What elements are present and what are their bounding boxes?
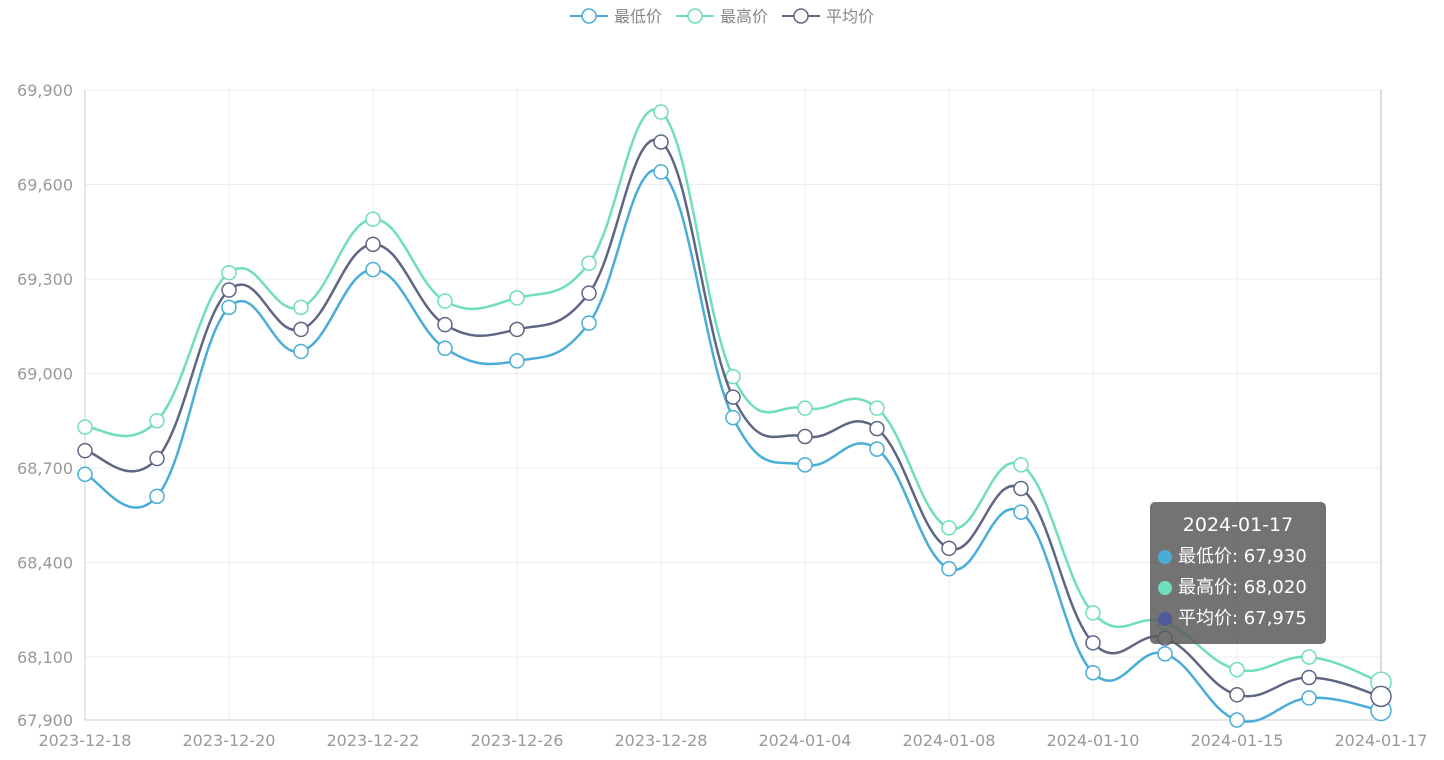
data-point-avg [1085, 635, 1101, 651]
x-tick-label: 2023-12-20 [183, 731, 276, 750]
data-point-max [221, 264, 237, 281]
data-point-max [509, 290, 525, 306]
y-tick-label: 69,000 [17, 365, 73, 384]
tooltip-text-avg: 平均价: 67,975 [1178, 608, 1307, 629]
y-tick-label: 69,900 [17, 81, 73, 100]
data-point-avg [869, 420, 885, 437]
data-point-max [1013, 457, 1029, 473]
data-point-avg [365, 236, 381, 253]
data-point-max [293, 299, 309, 316]
x-tick-label: 2024-01-04 [759, 731, 852, 750]
legend-min-symbol [569, 8, 608, 24]
legend-item-avg[interactable]: 平均价 [782, 3, 874, 27]
data-point-avg [1370, 685, 1392, 708]
tooltip-text-max: 最高价: 68,020 [1178, 577, 1307, 598]
data-point-avg [653, 134, 669, 150]
chart-tooltip: 2024-01-17 最低价: 67,930 最高价: 68,020 平均价: … [1150, 502, 1326, 644]
data-point-min [941, 561, 957, 577]
data-point-min [1013, 504, 1029, 520]
data-point-avg [1229, 687, 1245, 703]
x-tick-label: 2023-12-18 [39, 731, 132, 750]
data-point-max [1085, 605, 1101, 621]
data-point-avg [509, 321, 525, 338]
tooltip-dot-min [1158, 549, 1172, 564]
legend-avg-label: 平均价 [826, 7, 875, 26]
data-point-min [653, 164, 669, 180]
x-tick-label: 2024-01-08 [903, 731, 996, 750]
x-tick-label: 2023-12-22 [327, 731, 420, 750]
tooltip-row-avg: 平均价: 67,975 [1158, 603, 1318, 634]
y-tick-label: 67,900 [17, 711, 73, 730]
data-point-min [365, 261, 381, 278]
tooltip-row-max: 最高价: 68,020 [1158, 572, 1318, 603]
data-point-min [149, 488, 165, 505]
tooltip-title: 2024-01-17 [1182, 514, 1294, 536]
tooltip-dot-max [1158, 580, 1172, 595]
legend-item-max[interactable]: 最高价 [675, 3, 768, 27]
data-point-avg [77, 442, 93, 459]
x-tick-label: 2024-01-17 [1335, 731, 1428, 750]
legend-max-label: 最高价 [719, 7, 768, 26]
data-point-max [365, 211, 381, 227]
legend-item-min[interactable]: 最低价 [569, 3, 662, 27]
data-point-avg [581, 285, 597, 301]
chart-legend: 最低价 最高价 平均价 [0, 3, 1444, 27]
x-tick-label: 2024-01-15 [1191, 731, 1284, 750]
tooltip-dot-avg [1158, 611, 1172, 626]
y-tick-label: 68,700 [17, 459, 73, 478]
x-tick-label: 2024-01-10 [1047, 731, 1140, 750]
data-point-avg [797, 428, 813, 445]
data-point-max [797, 400, 813, 416]
y-tick-label: 68,400 [17, 554, 73, 573]
data-point-max [77, 419, 93, 435]
data-point-max [869, 400, 885, 416]
data-point-avg [149, 450, 165, 467]
y-tick-label: 69,600 [17, 176, 73, 195]
data-point-max [581, 255, 597, 271]
data-point-min [869, 441, 885, 457]
tooltip-text-min: 最低价: 67,930 [1178, 546, 1307, 567]
series-line-min [84, 168, 1382, 723]
data-point-min [1229, 712, 1245, 728]
data-point-avg [941, 540, 957, 557]
data-point-min [581, 315, 597, 331]
data-point-min [509, 353, 525, 369]
data-point-min [77, 466, 93, 483]
data-point-min [437, 340, 453, 357]
data-point-min [797, 457, 813, 473]
data-point-avg [725, 389, 741, 405]
data-point-max [1301, 649, 1317, 665]
data-point-min [1085, 665, 1101, 681]
y-tick-label: 69,300 [17, 270, 73, 289]
data-point-min [221, 299, 237, 316]
tooltip-row-min: 最低价: 67,930 [1158, 541, 1318, 572]
data-point-max [437, 293, 453, 309]
x-tick-label: 2023-12-26 [471, 731, 564, 750]
legend-min-label: 最低价 [613, 7, 662, 26]
data-point-avg [221, 282, 237, 298]
x-tick-label: 2023-12-28 [615, 731, 708, 750]
data-point-max [653, 104, 669, 120]
legend-avg-symbol [782, 8, 820, 24]
y-tick-label: 68,100 [17, 648, 73, 667]
data-point-max [1229, 661, 1245, 678]
data-point-max [725, 368, 741, 385]
data-point-avg [1013, 480, 1029, 497]
data-point-min [1157, 646, 1173, 662]
data-point-max [149, 413, 165, 429]
data-point-max [941, 520, 957, 536]
data-point-avg [437, 316, 453, 333]
data-point-avg [1301, 669, 1317, 686]
data-point-min [725, 409, 741, 426]
data-point-avg [293, 321, 309, 338]
data-point-min [1301, 690, 1317, 706]
data-point-min [293, 343, 309, 360]
legend-max-symbol [675, 8, 714, 24]
